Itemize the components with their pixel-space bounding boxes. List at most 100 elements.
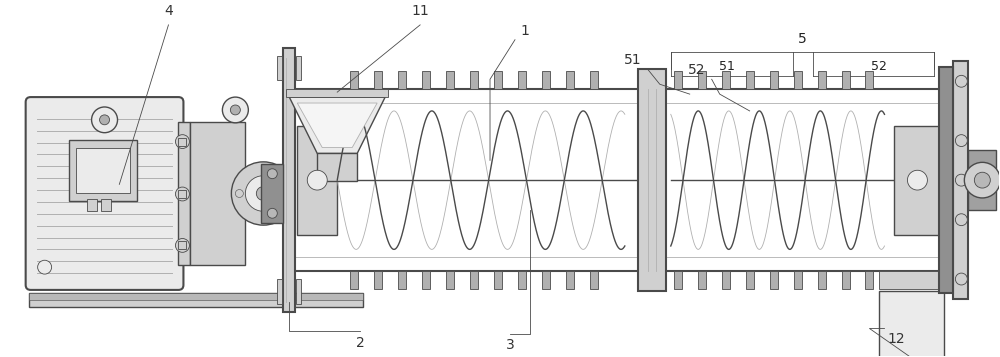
Bar: [698, 271, 706, 289]
Bar: [590, 71, 598, 89]
Bar: [794, 271, 802, 289]
Bar: [590, 271, 598, 289]
Bar: [470, 271, 478, 289]
Bar: [296, 279, 301, 304]
Bar: [879, 271, 944, 289]
Circle shape: [231, 162, 295, 225]
Bar: [865, 271, 873, 289]
Bar: [178, 241, 186, 250]
Bar: [261, 164, 283, 223]
Circle shape: [974, 172, 990, 188]
Bar: [818, 271, 826, 289]
Bar: [178, 122, 190, 265]
Circle shape: [267, 208, 277, 218]
Bar: [446, 271, 454, 289]
Bar: [542, 271, 550, 289]
Circle shape: [235, 190, 243, 197]
Circle shape: [955, 174, 967, 186]
Bar: [674, 271, 682, 289]
Bar: [190, 122, 245, 265]
FancyBboxPatch shape: [26, 97, 183, 290]
Bar: [953, 61, 968, 299]
Bar: [698, 71, 706, 89]
Circle shape: [222, 97, 248, 123]
Circle shape: [955, 75, 967, 87]
Bar: [69, 140, 137, 201]
Bar: [29, 293, 363, 307]
Bar: [286, 89, 388, 97]
Bar: [297, 126, 337, 235]
Bar: [374, 71, 382, 89]
Bar: [87, 199, 97, 211]
Bar: [178, 190, 186, 198]
Bar: [277, 56, 282, 80]
Bar: [818, 71, 826, 89]
Bar: [398, 71, 406, 89]
Bar: [939, 67, 953, 293]
Circle shape: [245, 176, 281, 211]
Bar: [178, 138, 186, 146]
Bar: [470, 71, 478, 89]
Bar: [638, 69, 666, 291]
Bar: [722, 71, 730, 89]
Circle shape: [907, 170, 927, 190]
Circle shape: [100, 115, 110, 125]
Bar: [446, 71, 454, 89]
Circle shape: [271, 169, 279, 177]
Bar: [794, 71, 802, 89]
Bar: [277, 279, 282, 304]
Bar: [350, 71, 358, 89]
Text: 12: 12: [887, 332, 905, 346]
Circle shape: [955, 214, 967, 226]
Circle shape: [175, 187, 189, 201]
Bar: [518, 271, 526, 289]
Bar: [422, 71, 430, 89]
Bar: [317, 154, 357, 181]
Circle shape: [955, 273, 967, 285]
Bar: [865, 71, 873, 89]
Text: 51: 51: [719, 60, 735, 73]
Bar: [746, 71, 754, 89]
Bar: [494, 71, 502, 89]
Text: 2: 2: [356, 336, 365, 350]
Bar: [350, 271, 358, 289]
Bar: [842, 71, 850, 89]
Bar: [722, 271, 730, 289]
Text: 4: 4: [164, 4, 173, 18]
Bar: [422, 271, 430, 289]
Circle shape: [175, 135, 189, 149]
Bar: [101, 199, 111, 211]
Text: 51: 51: [624, 54, 642, 67]
Bar: [398, 271, 406, 289]
Circle shape: [964, 162, 1000, 198]
Circle shape: [175, 238, 189, 252]
Bar: [374, 271, 382, 289]
Bar: [894, 126, 939, 235]
Circle shape: [230, 105, 240, 115]
Bar: [76, 147, 130, 193]
Text: 3: 3: [506, 338, 514, 352]
Bar: [283, 47, 295, 312]
Bar: [566, 71, 574, 89]
Circle shape: [267, 169, 277, 178]
Circle shape: [955, 135, 967, 146]
Bar: [770, 271, 778, 289]
Text: 11: 11: [411, 4, 429, 18]
Circle shape: [307, 170, 327, 190]
Text: 52: 52: [688, 63, 706, 77]
Circle shape: [256, 187, 270, 200]
Text: 1: 1: [520, 24, 529, 38]
Bar: [746, 271, 754, 289]
Bar: [494, 271, 502, 289]
Bar: [566, 271, 574, 289]
Polygon shape: [297, 103, 377, 147]
Circle shape: [38, 260, 52, 274]
Circle shape: [92, 107, 118, 133]
Bar: [518, 71, 526, 89]
Circle shape: [271, 210, 279, 218]
Bar: [770, 71, 778, 89]
Bar: [842, 271, 850, 289]
Text: 5: 5: [798, 32, 807, 46]
Bar: [879, 291, 944, 357]
Bar: [968, 151, 996, 210]
